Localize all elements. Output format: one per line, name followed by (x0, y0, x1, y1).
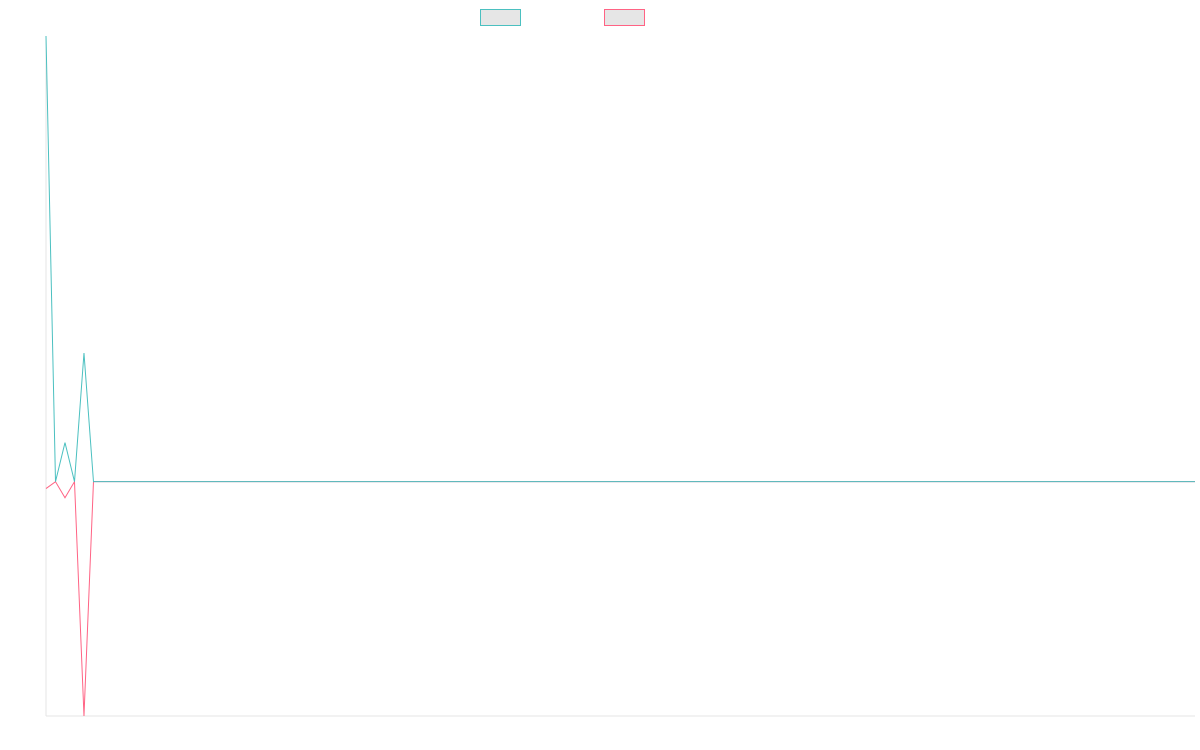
chart-axes (45, 36, 1195, 717)
plot-area (45, 35, 1195, 717)
legend-swatch-2[interactable] (604, 9, 645, 26)
chart-legend (480, 9, 645, 26)
series-line-2 (45, 479, 1195, 717)
series-line-1 (45, 35, 1195, 483)
legend-swatch-1[interactable] (480, 9, 521, 26)
